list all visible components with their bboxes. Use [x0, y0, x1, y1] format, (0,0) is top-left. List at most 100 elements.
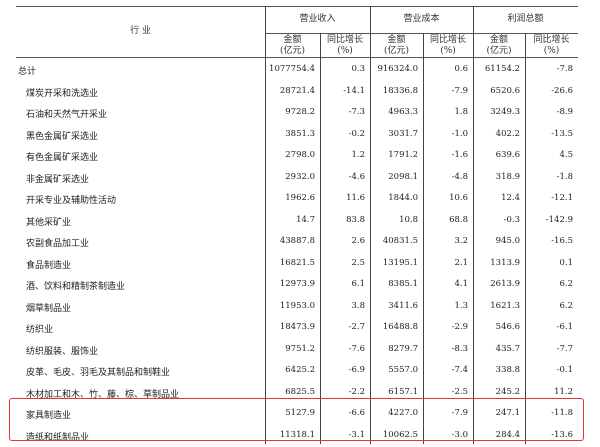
- growth-value: -1.8: [556, 171, 573, 182]
- amount-value: 1844.0: [388, 193, 418, 203]
- profit-header: 利润总额: [507, 14, 544, 24]
- amount-value: 8385.1: [388, 279, 418, 289]
- amount-value: 2798.0: [285, 150, 315, 160]
- subheader-label: 同比增长: [326, 35, 363, 45]
- growth-value: -2.5: [451, 386, 468, 397]
- growth-value: -142.9: [545, 214, 573, 225]
- amount-value: 1313.9: [490, 257, 520, 268]
- amount-value: 9728.2: [285, 107, 315, 117]
- table-row: 造纸和纸制品业 11318.1 -3.1 10062.5 -3.0 284.4 -13.6: [0, 426, 600, 447]
- table-row: 皮革、毛皮、羽毛及其制品和制鞋业 6425.2 -6.9 5557.0 -7.4 338.…: [0, 361, 600, 382]
- amount-value: 3031.7: [388, 128, 418, 139]
- industry-name: 非金属矿采选业: [26, 174, 90, 185]
- amount-value: 1962.6: [285, 193, 315, 203]
- growth-value: 2.1: [454, 257, 468, 268]
- subheader-unit: (%): [440, 46, 456, 56]
- growth-value: 3.8: [351, 300, 365, 311]
- industry-name: 有色金属矿采选业: [26, 153, 99, 163]
- growth-value: 6.2: [559, 279, 573, 289]
- table-row: 开采专业及辅助性活动 1962.6 11.6 1844.0 10.6 12.4 -12.1: [0, 189, 600, 210]
- amount-value: 18473.9: [279, 322, 315, 332]
- amount-value: 16488.8: [382, 322, 418, 332]
- growth-value: -7.4: [451, 365, 468, 375]
- table-row: 烟草制品业 11953.0 3.8 3411.6 1.3 1621.3 6.2: [0, 297, 600, 318]
- industry-name: 造纸和纸制品业: [26, 432, 90, 443]
- amount-value: 11318.1: [279, 429, 315, 440]
- table-row: 石油和天然气开采业 9728.2 -7.3 4963.3 1.8 3249.3 -8.9: [0, 103, 600, 124]
- growth-subheader: 同比增长 (%): [423, 35, 473, 57]
- growth-value: 6.2: [559, 300, 573, 311]
- growth-value: 0.6: [454, 64, 468, 74]
- amount-value: 6520.6: [490, 85, 520, 96]
- amount-value: 402.2: [495, 128, 520, 139]
- table-row: 非金属矿采选业 2932.0 -4.6 2098.1 -4.8 318.9 -1.8: [0, 168, 600, 189]
- amount-value: 13195.1: [382, 257, 418, 268]
- industry-name: 家具制造业: [26, 411, 72, 421]
- subheader-unit: (亿元): [486, 46, 512, 56]
- amount-value: 945.0: [495, 236, 520, 246]
- growth-value: -8.9: [556, 107, 573, 117]
- amount-value: 61154.2: [484, 64, 520, 74]
- growth-value: -7.9: [451, 408, 468, 418]
- amount-value: 916324.0: [377, 64, 418, 74]
- growth-value: -7.7: [556, 343, 573, 354]
- amount-value: 284.4: [495, 429, 520, 440]
- amount-value: 40831.5: [382, 236, 418, 246]
- growth-value: -6.1: [556, 322, 573, 332]
- growth-value: 0.1: [559, 257, 573, 268]
- growth-value: 1.8: [454, 107, 468, 117]
- header-bottom-border: [16, 57, 578, 58]
- amount-value: 14.7: [296, 214, 315, 225]
- growth-value: -4.6: [348, 171, 365, 182]
- amount-value: 1077754.4: [269, 64, 315, 74]
- subheader-label: 金额: [283, 35, 302, 45]
- growth-value: 3.2: [454, 236, 468, 246]
- growth-subheader: 同比增长 (%): [320, 35, 370, 57]
- amount-value: 9751.2: [285, 343, 315, 354]
- amount-value: 1791.2: [388, 150, 418, 160]
- growth-value: 11.6: [346, 193, 365, 203]
- industry-name: 煤炭开采和洗选业: [26, 88, 99, 99]
- growth-value: -2.9: [451, 322, 468, 332]
- amount-value: 5557.0: [388, 365, 418, 375]
- table-row: 有色金属矿采选业 2798.0 1.2 1791.2 -1.6 639.6 4.5: [0, 146, 600, 167]
- growth-value: 1.2: [351, 150, 365, 160]
- subheader-label: 同比增长: [533, 35, 570, 45]
- amount-value: 5127.9: [285, 408, 315, 418]
- growth-value: -0.2: [348, 128, 365, 139]
- industry-name: 酒、饮料和精制茶制造业: [26, 282, 126, 292]
- growth-value: -7.3: [348, 107, 365, 117]
- amount-value: -0.3: [503, 214, 520, 225]
- amount-value: 4227.0: [388, 408, 418, 418]
- growth-subheader: 同比增长 (%): [525, 35, 578, 57]
- amount-value: 10062.5: [382, 429, 418, 440]
- amount-value: 435.7: [495, 343, 520, 354]
- growth-value: -16.5: [551, 236, 573, 246]
- amount-value: 11953.0: [279, 300, 315, 311]
- growth-value: -1.6: [451, 150, 468, 160]
- growth-value: 68.8: [449, 214, 468, 225]
- growth-value: 11.2: [554, 386, 573, 397]
- growth-value: 83.8: [346, 214, 365, 225]
- growth-value: -1.0: [451, 128, 468, 139]
- amount-value: 10.8: [399, 214, 418, 225]
- growth-value: 1.3: [454, 300, 468, 311]
- column-divider: [473, 6, 474, 444]
- amount-value: 3249.3: [490, 107, 520, 117]
- growth-value: -7.6: [348, 343, 365, 354]
- growth-value: -11.8: [551, 408, 573, 418]
- growth-value: -0.1: [556, 365, 573, 375]
- table-row: 纺织业 18473.9 -2.7 16488.8 -2.9 546.6 -6.1: [0, 318, 600, 339]
- amount-value: 18336.8: [382, 85, 418, 96]
- growth-value: -8.3: [451, 343, 468, 354]
- cost-header: 营业成本: [403, 14, 440, 24]
- growth-value: -6.9: [348, 365, 365, 375]
- table-row: 木材加工和木、竹、藤、棕、草制品业 6825.5 -2.2 6157.1 -2.5 245…: [0, 383, 600, 404]
- growth-value: -2.2: [348, 386, 365, 397]
- amount-value: 2932.0: [285, 171, 315, 182]
- amount-value: 43887.8: [279, 236, 315, 246]
- subheader-unit: (%): [543, 46, 560, 56]
- amount-value: 28721.4: [279, 85, 315, 96]
- industry-name: 石油和天然气开采业: [26, 110, 108, 120]
- revenue-header: 营业收入: [299, 14, 336, 24]
